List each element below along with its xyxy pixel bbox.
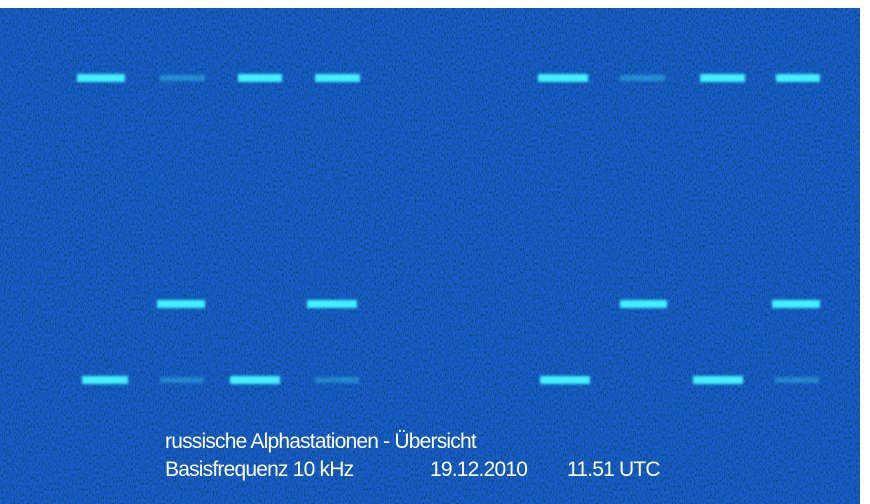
dash xyxy=(772,300,820,308)
dash xyxy=(700,74,745,82)
caption-title: russische Alphastationen - Übersicht xyxy=(165,430,477,453)
dash xyxy=(160,75,205,81)
dash xyxy=(77,74,125,82)
page: russische Alphastationen - Übersicht Bas… xyxy=(0,0,870,504)
dash xyxy=(775,377,819,383)
dash xyxy=(538,74,588,82)
dash xyxy=(776,74,820,82)
dash xyxy=(315,74,360,82)
dash xyxy=(238,74,282,82)
spectrogram-screenshot: russische Alphastationen - Übersicht Bas… xyxy=(0,0,870,504)
dash xyxy=(157,300,205,308)
caption-time: 11.51 UTC xyxy=(567,458,660,481)
dash xyxy=(620,75,665,81)
dash xyxy=(620,300,667,308)
dash xyxy=(230,376,280,384)
dash xyxy=(160,377,204,383)
dash xyxy=(693,376,743,384)
dash xyxy=(540,376,590,384)
dash xyxy=(307,300,357,308)
dash xyxy=(315,377,359,383)
caption-frequency: Basisfrequenz 10 kHz xyxy=(165,458,354,481)
dash xyxy=(82,376,128,384)
caption-date: 19.12.2010 xyxy=(430,458,527,481)
